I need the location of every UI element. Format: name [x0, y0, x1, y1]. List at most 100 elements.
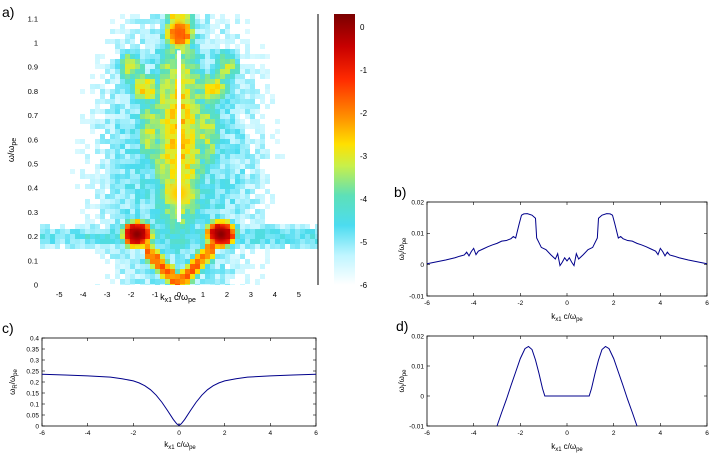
heatmap-cell — [205, 134, 210, 139]
heatmap-cell — [185, 14, 190, 19]
heatmap-cell — [200, 39, 205, 44]
heatmap-cell — [190, 29, 195, 34]
heatmap-cell — [140, 204, 145, 209]
heatmap-cell — [195, 84, 200, 89]
heatmap-cell — [210, 149, 215, 154]
heatmap-cell — [95, 284, 100, 285]
heatmap-cell — [125, 194, 130, 199]
heatmap-cell — [250, 224, 255, 229]
heatmap-cell — [205, 79, 210, 84]
heatmap-cell — [130, 59, 135, 64]
heatmap-cell — [100, 54, 105, 59]
panel-a-x-tick-label: 4 — [273, 290, 277, 299]
heatmap-cell — [95, 59, 100, 64]
heatmap-cell — [200, 154, 205, 159]
heatmap-cell — [210, 249, 215, 254]
heatmap-cell — [160, 54, 165, 59]
heatmap-cell — [195, 269, 200, 274]
heatmap-cell — [130, 19, 135, 24]
panel-a-y-tick-label: 1 — [34, 39, 38, 48]
heatmap-cell — [260, 184, 265, 189]
heatmap-cell — [125, 204, 130, 209]
heatmap-cell — [155, 284, 160, 285]
heatmap-cell — [125, 19, 130, 24]
heatmap-cell — [240, 239, 245, 244]
heatmap-cell — [205, 44, 210, 49]
heatmap-cell — [175, 259, 180, 264]
heatmap-cell — [215, 129, 220, 134]
heatmap-cell — [200, 159, 205, 164]
heatmap-cell — [210, 164, 215, 169]
heatmap-cell — [195, 169, 200, 174]
heatmap-cell — [150, 199, 155, 204]
heatmap-cell — [220, 189, 225, 194]
heatmap-cell — [180, 264, 185, 269]
heatmap-cell — [130, 29, 135, 34]
heatmap-cell — [215, 79, 220, 84]
heatmap-cell — [100, 219, 105, 224]
heatmap-cell — [265, 174, 270, 179]
heatmap-cell — [190, 184, 195, 189]
heatmap-cell — [110, 174, 115, 179]
heatmap-cell — [155, 39, 160, 44]
heatmap-cell — [145, 54, 150, 59]
panel-c-y-tick-label: 0.1 — [30, 401, 39, 408]
heatmap-cell — [120, 99, 125, 104]
heatmap-cell — [125, 129, 130, 134]
heatmap-cell — [185, 139, 190, 144]
heatmap-cell — [215, 24, 220, 29]
heatmap-cell — [315, 244, 318, 249]
heatmap-cell — [195, 164, 200, 169]
heatmap-cell — [90, 109, 95, 114]
heatmap-cell — [205, 254, 210, 259]
heatmap-cell — [115, 89, 120, 94]
heatmap-cell — [245, 139, 250, 144]
heatmap-cell — [120, 74, 125, 79]
heatmap-cell — [105, 174, 110, 179]
heatmap-cell — [270, 99, 275, 104]
heatmap-cell — [120, 39, 125, 44]
heatmap-cell — [120, 109, 125, 114]
panel-d-ylabel: ωI/ωpe — [397, 369, 408, 393]
heatmap-cell — [275, 129, 280, 134]
heatmap-cell — [105, 69, 110, 74]
heatmap-cell — [145, 249, 150, 254]
heatmap-cell — [255, 159, 260, 164]
heatmap-cell — [165, 109, 170, 114]
heatmap-cell — [145, 179, 150, 184]
heatmap-cell — [95, 224, 100, 229]
heatmap-cell — [135, 274, 140, 279]
heatmap-cell — [170, 24, 175, 29]
heatmap-cell — [205, 69, 210, 74]
heatmap-cell — [155, 19, 160, 24]
heatmap-cell — [85, 119, 90, 124]
heatmap-cell — [205, 104, 210, 109]
heatmap-cell — [210, 274, 215, 279]
heatmap-cell — [150, 74, 155, 79]
heatmap-cell — [130, 199, 135, 204]
heatmap-cell — [195, 74, 200, 79]
heatmap-cell — [180, 209, 185, 214]
heatmap-cell — [230, 164, 235, 169]
heatmap-cell — [300, 239, 305, 244]
heatmap-cell — [225, 119, 230, 124]
heatmap-cell — [200, 239, 205, 244]
heatmap-cell — [225, 84, 230, 89]
heatmap-cell — [185, 249, 190, 254]
heatmap-cell — [210, 254, 215, 259]
heatmap-cell — [155, 149, 160, 154]
heatmap-cell — [155, 169, 160, 174]
heatmap-cell — [120, 214, 125, 219]
heatmap-cell — [195, 264, 200, 269]
heatmap-cell — [275, 229, 280, 234]
heatmap-cell — [225, 134, 230, 139]
heatmap-cell — [170, 114, 175, 119]
heatmap-cell — [160, 129, 165, 134]
heatmap-cell — [120, 64, 125, 69]
heatmap-cell — [115, 209, 120, 214]
heatmap-cell — [155, 259, 160, 264]
heatmap-cell — [220, 144, 225, 149]
heatmap-cell — [240, 234, 245, 239]
heatmap-cell — [135, 104, 140, 109]
heatmap-cell — [125, 269, 130, 274]
